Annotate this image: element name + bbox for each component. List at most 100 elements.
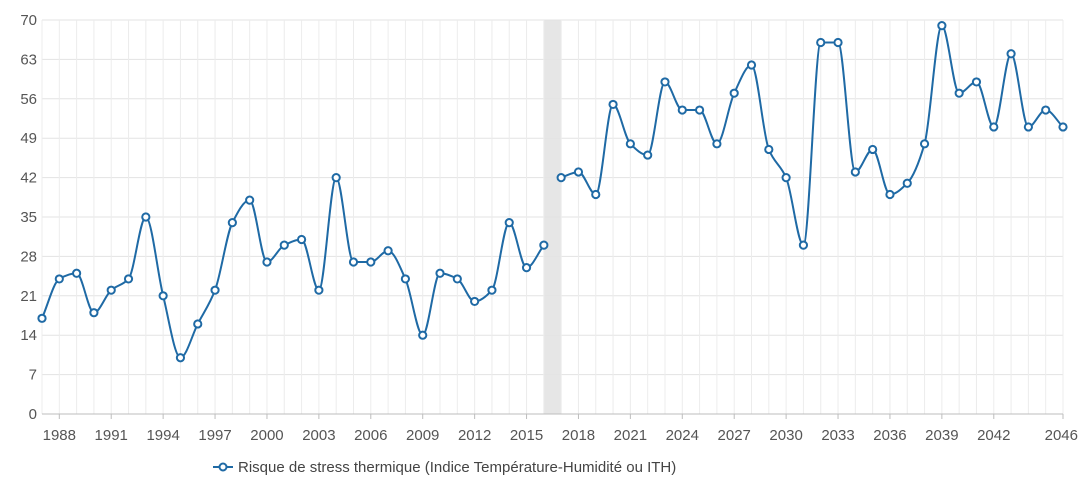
data-point-2029[interactable] bbox=[764, 144, 774, 155]
data-point-2012[interactable] bbox=[470, 296, 480, 307]
data-point-2000[interactable] bbox=[262, 257, 272, 267]
data-point-2041[interactable] bbox=[971, 77, 982, 87]
series-line-segment-1 bbox=[41, 176, 545, 359]
data-point-2005[interactable] bbox=[348, 257, 359, 267]
data-point-1991[interactable] bbox=[106, 285, 116, 295]
data-point-1990[interactable] bbox=[89, 308, 99, 318]
data-point-2039[interactable] bbox=[937, 21, 947, 31]
x-tick-label: 2033 bbox=[821, 427, 854, 444]
data-point-2030[interactable] bbox=[781, 173, 791, 183]
y-tick-label: 7 bbox=[29, 367, 37, 384]
x-tick-label: 2009 bbox=[406, 427, 439, 444]
x-tick-label: 2036 bbox=[873, 427, 906, 444]
data-point-2004[interactable] bbox=[331, 173, 341, 183]
data-point-2036[interactable] bbox=[885, 189, 895, 200]
x-tick-label: 2027 bbox=[718, 427, 751, 444]
data-point-2025[interactable] bbox=[694, 105, 705, 115]
data-point-2001[interactable] bbox=[279, 240, 289, 250]
data-point-2008[interactable] bbox=[400, 274, 411, 284]
data-point-2044[interactable] bbox=[1023, 122, 1033, 132]
y-tick-label: 49 bbox=[20, 130, 37, 147]
data-point-2006[interactable] bbox=[366, 257, 376, 267]
y-tick-label: 70 bbox=[20, 12, 37, 29]
x-tick-label: 1991 bbox=[95, 427, 128, 444]
data-point-2027[interactable] bbox=[729, 88, 739, 98]
x-tick-label: 1994 bbox=[146, 427, 179, 444]
data-point-1988[interactable] bbox=[54, 274, 64, 284]
data-point-2040[interactable] bbox=[954, 88, 964, 98]
x-tick-label: 1988 bbox=[43, 427, 76, 444]
data-point-1998[interactable] bbox=[227, 218, 237, 228]
data-point-2020[interactable] bbox=[608, 99, 618, 110]
x-tick-label: 2003 bbox=[302, 427, 335, 444]
data-point-2019[interactable] bbox=[591, 189, 601, 200]
data-point-2024[interactable] bbox=[677, 105, 687, 115]
x-tick-label: 2018 bbox=[562, 427, 595, 444]
data-point-1992[interactable] bbox=[123, 274, 134, 284]
y-tick-label: 21 bbox=[20, 288, 37, 305]
data-point-2023[interactable] bbox=[660, 77, 670, 87]
data-point-2017[interactable] bbox=[556, 173, 566, 183]
data-point-2038[interactable] bbox=[919, 139, 930, 149]
data-point-2015[interactable] bbox=[521, 263, 532, 273]
axis-layer: 0 7 14 21 28 35 42 49 56 63 70 1988 1991 1994 1997 2000… bbox=[20, 12, 1078, 444]
x-tick-label: 2039 bbox=[925, 427, 958, 444]
data-point-1999[interactable] bbox=[245, 195, 255, 205]
data-point-2011[interactable] bbox=[452, 274, 462, 284]
x-tick-label: 1997 bbox=[198, 427, 231, 444]
data-point-1994[interactable] bbox=[158, 291, 168, 301]
data-point-2026[interactable] bbox=[712, 139, 722, 149]
data-point-2031[interactable] bbox=[798, 240, 809, 250]
y-tick-label: 42 bbox=[20, 170, 37, 187]
data-point-1995[interactable] bbox=[175, 353, 186, 363]
legend[interactable]: Risque de stress thermique (Indice Tempé… bbox=[213, 459, 676, 476]
data-point-2028[interactable] bbox=[746, 60, 757, 70]
x-tick-label: 2000 bbox=[250, 427, 283, 444]
x-tick-label: 2021 bbox=[614, 427, 647, 444]
y-tick-label: 28 bbox=[20, 248, 37, 265]
data-point-2021[interactable] bbox=[625, 139, 635, 149]
x-tick-label: 2030 bbox=[769, 427, 802, 444]
x-tick-label: 2015 bbox=[510, 427, 543, 444]
data-point-1993[interactable] bbox=[141, 212, 151, 222]
data-point-2034[interactable] bbox=[850, 167, 860, 177]
y-tick-label: 63 bbox=[20, 51, 37, 68]
data-point-2033[interactable] bbox=[833, 37, 843, 48]
y-tick-label: 56 bbox=[20, 91, 37, 108]
data-point-2022[interactable] bbox=[643, 150, 653, 160]
x-tick-label: 2024 bbox=[666, 427, 699, 444]
series-line-segment-2 bbox=[560, 24, 1064, 247]
x-tick-label: 2046 bbox=[1045, 427, 1078, 444]
x-tick-label: 2042 bbox=[977, 427, 1010, 444]
data-point-2007[interactable] bbox=[383, 246, 393, 256]
data-point-1997[interactable] bbox=[210, 285, 220, 295]
data-point-2045[interactable] bbox=[1041, 105, 1051, 115]
data-point-2032[interactable] bbox=[816, 37, 826, 48]
y-tick-label: 35 bbox=[20, 209, 37, 226]
series-points bbox=[37, 21, 1068, 363]
y-tick-label: 14 bbox=[20, 327, 37, 344]
data-point-2037[interactable] bbox=[902, 178, 912, 188]
legend-marker-icon bbox=[218, 462, 228, 472]
data-point-2035[interactable] bbox=[868, 144, 878, 155]
data-point-2046[interactable] bbox=[1058, 122, 1068, 132]
y-tick-label: 0 bbox=[29, 406, 37, 423]
data-point-1987[interactable] bbox=[37, 313, 47, 323]
data-point-1996[interactable] bbox=[193, 319, 203, 329]
data-point-2018[interactable] bbox=[573, 167, 584, 177]
data-point-2042[interactable] bbox=[989, 122, 999, 132]
data-point-1989[interactable] bbox=[72, 268, 82, 278]
data-point-2014[interactable] bbox=[504, 218, 514, 228]
data-point-2003[interactable] bbox=[314, 285, 324, 295]
data-point-2043[interactable] bbox=[1006, 49, 1016, 59]
x-tick-label: 2012 bbox=[458, 427, 491, 444]
x-tick-label: 2006 bbox=[354, 427, 387, 444]
grid-layer bbox=[41, 19, 1064, 415]
data-point-2013[interactable] bbox=[487, 285, 497, 295]
data-point-2016[interactable] bbox=[539, 240, 549, 250]
data-point-2010[interactable] bbox=[435, 268, 445, 278]
data-point-2002[interactable] bbox=[296, 234, 307, 245]
legend-label: Risque de stress thermique (Indice Tempé… bbox=[238, 459, 676, 476]
data-point-2009[interactable] bbox=[418, 330, 428, 340]
